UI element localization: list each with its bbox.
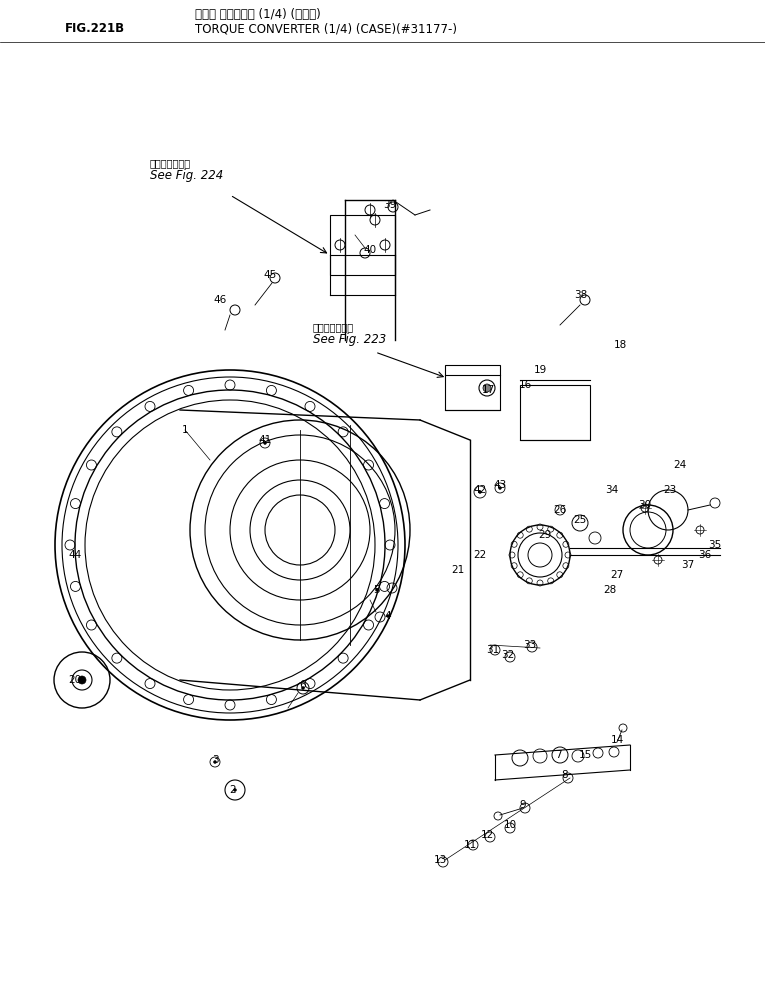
Text: 16: 16 bbox=[519, 380, 532, 390]
Text: 35: 35 bbox=[708, 540, 721, 550]
Text: 23: 23 bbox=[663, 485, 676, 495]
Text: 39: 39 bbox=[383, 200, 396, 210]
Circle shape bbox=[78, 676, 86, 684]
Text: See Fig. 224: See Fig. 224 bbox=[150, 169, 223, 182]
Text: 30: 30 bbox=[639, 500, 652, 510]
Text: 17: 17 bbox=[481, 385, 495, 395]
Text: 21: 21 bbox=[451, 565, 464, 575]
Text: 13: 13 bbox=[434, 855, 447, 865]
Bar bbox=[445, 365, 500, 410]
Text: トルク コンバータ (1/4) (ケース): トルク コンバータ (1/4) (ケース) bbox=[195, 8, 321, 21]
Text: 1: 1 bbox=[181, 425, 188, 435]
Text: 46: 46 bbox=[213, 295, 226, 305]
Text: 24: 24 bbox=[673, 460, 687, 470]
Text: 40: 40 bbox=[363, 245, 376, 255]
Text: 33: 33 bbox=[523, 640, 536, 650]
Text: 19: 19 bbox=[533, 365, 547, 375]
Text: 20: 20 bbox=[68, 675, 82, 685]
Text: 18: 18 bbox=[614, 340, 627, 350]
Text: 10: 10 bbox=[503, 820, 516, 830]
Circle shape bbox=[376, 588, 379, 591]
Text: 28: 28 bbox=[604, 585, 617, 595]
Text: 第２２４図参照: 第２２４図参照 bbox=[150, 158, 191, 168]
Circle shape bbox=[233, 788, 236, 792]
Bar bbox=[330, 215, 395, 275]
Text: 42: 42 bbox=[474, 485, 487, 495]
Circle shape bbox=[478, 490, 481, 493]
Text: 41: 41 bbox=[259, 435, 272, 445]
Text: 8: 8 bbox=[562, 770, 568, 780]
Text: 29: 29 bbox=[539, 530, 552, 540]
Text: 9: 9 bbox=[519, 800, 526, 810]
Text: 31: 31 bbox=[487, 645, 500, 655]
Text: 11: 11 bbox=[464, 840, 477, 850]
Circle shape bbox=[483, 384, 491, 392]
Text: 36: 36 bbox=[698, 550, 711, 560]
Text: 14: 14 bbox=[610, 735, 623, 745]
Text: 12: 12 bbox=[480, 830, 493, 840]
Text: 25: 25 bbox=[574, 515, 587, 525]
Text: 38: 38 bbox=[575, 290, 588, 300]
Text: 44: 44 bbox=[68, 550, 82, 560]
Text: 6: 6 bbox=[300, 680, 306, 690]
Text: See Fig. 223: See Fig. 223 bbox=[313, 333, 386, 346]
Text: 15: 15 bbox=[578, 750, 591, 760]
Text: 26: 26 bbox=[553, 505, 567, 515]
Circle shape bbox=[263, 442, 266, 444]
Text: 4: 4 bbox=[385, 611, 392, 621]
Text: FIG.221B: FIG.221B bbox=[65, 22, 125, 35]
Text: 第２２３図参照: 第２２３図参照 bbox=[313, 322, 354, 332]
Text: 2: 2 bbox=[230, 785, 236, 795]
Text: 22: 22 bbox=[474, 550, 487, 560]
Text: 45: 45 bbox=[263, 270, 277, 280]
Circle shape bbox=[301, 686, 304, 690]
Circle shape bbox=[386, 614, 389, 617]
Circle shape bbox=[213, 760, 216, 764]
Text: 32: 32 bbox=[501, 650, 515, 660]
Bar bbox=[520, 385, 590, 440]
Text: TORQUE CONVERTER (1/4) (CASE)(#31177-): TORQUE CONVERTER (1/4) (CASE)(#31177-) bbox=[195, 22, 457, 35]
Text: 5: 5 bbox=[373, 585, 380, 595]
Circle shape bbox=[499, 487, 502, 489]
Text: 37: 37 bbox=[682, 560, 695, 570]
Text: 27: 27 bbox=[610, 570, 623, 580]
Text: 3: 3 bbox=[212, 755, 218, 765]
Text: 7: 7 bbox=[555, 750, 562, 760]
Text: 43: 43 bbox=[493, 480, 506, 490]
Text: 34: 34 bbox=[605, 485, 619, 495]
